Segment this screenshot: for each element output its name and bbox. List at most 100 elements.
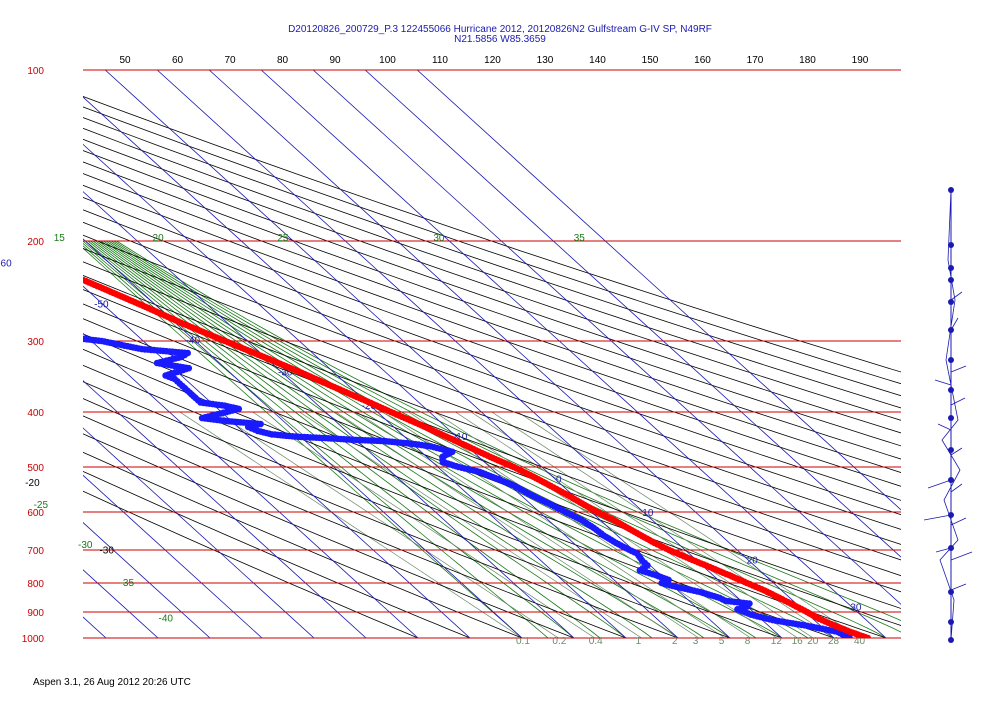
mixing-ratio-label: 1 <box>636 636 642 647</box>
wind-dot <box>948 357 954 363</box>
temperature-series <box>83 276 872 638</box>
wind-dot <box>948 512 954 518</box>
dry-adiabat-line <box>83 470 471 638</box>
isotherm-line <box>416 70 901 511</box>
isotherm-label: 0 <box>556 474 562 485</box>
pressure-label: 500 <box>27 463 44 474</box>
wind-profile <box>923 187 973 643</box>
temperature-point <box>83 276 87 284</box>
mixing-ratio-line <box>252 411 595 638</box>
isotherm-label: -60 <box>0 259 12 270</box>
dry-adiabat-line <box>83 333 887 638</box>
top-axis-label: 50 <box>119 55 131 66</box>
mixing-ratio-line <box>215 411 559 638</box>
isotherm-label: -20 <box>362 401 377 412</box>
mixing-ratio-line <box>356 411 699 638</box>
dry-adiabat-line <box>83 173 901 460</box>
isotherm-label: -10 <box>453 432 468 443</box>
wind-barb <box>950 583 967 591</box>
mixing-ratio-label: 3 <box>693 636 699 647</box>
mixing-ratio-label: 28 <box>828 636 840 647</box>
isotherm-line <box>83 332 419 638</box>
dry-adiabat-line <box>83 490 419 638</box>
top-axis-label: 120 <box>484 55 501 66</box>
dry-adiabat-line <box>83 127 901 409</box>
wind-dot <box>948 187 954 193</box>
isotherm-label: -40 <box>186 335 201 346</box>
isotherms <box>83 70 901 638</box>
wind-dot <box>948 545 954 551</box>
wind-dot <box>948 327 954 333</box>
dry-adiabat-line <box>83 415 627 638</box>
top-axis-label: 130 <box>537 55 554 66</box>
top-axis-label: 60 <box>172 55 184 66</box>
wind-barb <box>950 517 967 526</box>
isotherm-label: 20 <box>747 556 759 567</box>
isotherm-line <box>156 70 783 638</box>
axis-labels: 0.1 0.2 0.4 1 2 3 5 8 12 16 20 28 401002003004005006… <box>0 55 869 647</box>
mixing-ratio-line <box>335 411 679 638</box>
dry-adiabat-line <box>83 197 901 487</box>
top-axis-label: 80 <box>277 55 289 66</box>
dry-adiabat-line <box>83 221 901 516</box>
wind-barb <box>927 479 952 489</box>
mixing-ratio-label: 0.4 <box>589 636 603 647</box>
mixing-ratio-label: 16 <box>792 636 804 647</box>
top-axis-label: 100 <box>379 55 396 66</box>
isotherm-label: 30 <box>850 603 862 614</box>
pressure-label: 300 <box>27 337 44 348</box>
dry-adiabat-line <box>83 117 901 397</box>
isotherm-label: -30 <box>278 367 293 378</box>
dry-adiabat-line <box>83 209 901 501</box>
dewpoint-point <box>83 336 85 342</box>
wind-barb <box>923 514 952 521</box>
dry-adiabat-line <box>83 451 523 638</box>
isotherm-line <box>83 96 679 638</box>
wind-barb <box>950 551 973 561</box>
pressure-label: 200 <box>27 237 44 248</box>
mixing-ratio-line <box>408 411 751 638</box>
chart-subtitle: N21.5856 W85.3659 <box>454 34 546 45</box>
moist-adiabat-label: -25 <box>34 500 49 511</box>
dry-adiabat-line <box>83 289 901 593</box>
wind-dot <box>948 415 954 421</box>
isotherm-line <box>260 70 887 638</box>
isotherm-line <box>83 522 211 638</box>
mixing-ratio-label: 8 <box>745 636 751 647</box>
moist-adiabat-label: 20 <box>153 233 165 244</box>
mixing-ratio-label: 20 <box>807 636 819 647</box>
dry-adiabat-line <box>83 106 901 385</box>
wind-barb <box>937 423 952 431</box>
wind-dot <box>948 277 954 283</box>
top-axis-label: 70 <box>224 55 236 66</box>
wind-barb <box>950 397 966 406</box>
mixing-ratio-label: 40 <box>854 636 866 647</box>
wind-barb <box>934 379 952 386</box>
dry-adiabat-line <box>83 150 901 434</box>
wind-dot <box>948 619 954 625</box>
pressure-label: 600 <box>27 508 44 519</box>
isotherm-line <box>312 70 901 605</box>
mixing-ratio-line <box>179 411 523 638</box>
moist-adiabat-label: 35 <box>574 233 586 244</box>
top-axis-label: 170 <box>747 55 764 66</box>
pressure-label: 400 <box>27 408 44 419</box>
dry-adiabat-line <box>83 96 901 373</box>
temperature-point <box>83 276 84 281</box>
isotherm-line <box>208 70 835 638</box>
top-axis-label: 190 <box>852 55 869 66</box>
isotherm-label: -50 <box>94 300 109 311</box>
isotherm-line <box>83 380 367 638</box>
isotherm-line <box>83 143 627 638</box>
moist-adiabat-label: 25 <box>277 233 289 244</box>
wind-dot <box>948 477 954 483</box>
mixing-ratio-label: 0.1 <box>516 636 530 647</box>
isotherm-line <box>83 238 523 638</box>
chart-title: D20120826_200729_P.3 122455066 Hurricane… <box>288 24 712 35</box>
dry-adiabat-line <box>83 138 901 421</box>
pressure-label: 900 <box>27 608 44 619</box>
dry-adiabat-line <box>83 184 901 473</box>
top-axis-label: 150 <box>642 55 659 66</box>
isotherm-line <box>83 427 315 638</box>
dry-adiabat-label: -30 <box>99 546 114 557</box>
